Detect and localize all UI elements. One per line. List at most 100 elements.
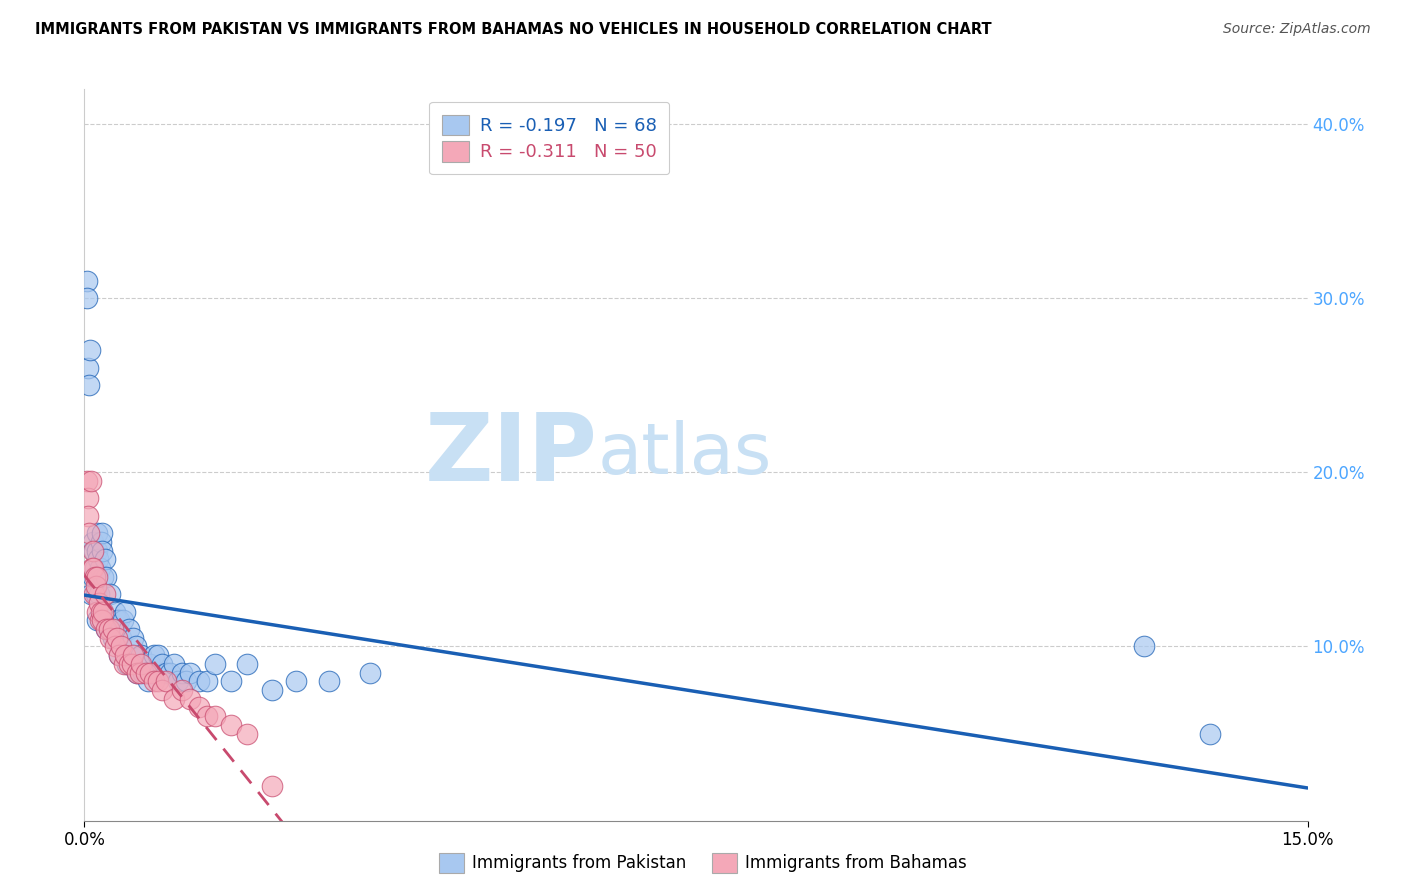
Point <box>163 691 186 706</box>
Point <box>83 587 105 601</box>
Point <box>204 709 226 723</box>
Point <box>187 674 209 689</box>
Point <box>91 570 114 584</box>
Point <box>76 491 98 506</box>
Point <box>101 631 124 645</box>
Point <box>146 648 169 663</box>
Point <box>195 674 218 689</box>
Point <box>260 683 283 698</box>
Point <box>86 570 108 584</box>
Point <box>84 587 107 601</box>
Point <box>122 648 145 663</box>
Point <box>96 622 118 636</box>
Point <box>155 665 177 680</box>
Point <box>285 674 308 689</box>
Point <box>135 665 157 680</box>
Point <box>114 648 136 663</box>
Text: atlas: atlas <box>598 420 772 490</box>
Point <box>112 657 135 671</box>
Point <box>114 605 136 619</box>
Point <box>142 674 165 689</box>
Point <box>100 587 122 601</box>
Point <box>84 561 107 575</box>
Point <box>359 665 381 680</box>
Point <box>172 665 194 680</box>
Point <box>107 613 129 627</box>
Point <box>97 613 120 627</box>
Point <box>86 613 108 627</box>
Point <box>127 665 149 680</box>
Point <box>90 605 112 619</box>
Point <box>179 665 201 680</box>
Point <box>179 691 201 706</box>
Point <box>87 587 110 601</box>
Point <box>219 674 242 689</box>
Point <box>87 552 110 566</box>
Point <box>107 648 129 663</box>
Point <box>111 613 134 627</box>
Point <box>82 535 104 549</box>
Point <box>91 613 114 627</box>
Point <box>121 648 143 663</box>
Point <box>236 657 259 671</box>
Point <box>84 570 107 584</box>
Point <box>76 274 98 288</box>
Point <box>94 570 117 584</box>
Point <box>155 674 177 689</box>
Point <box>135 665 157 680</box>
Point <box>89 613 111 627</box>
Point <box>80 587 103 601</box>
Point <box>96 622 118 636</box>
Point <box>100 622 122 636</box>
Legend: Immigrants from Pakistan, Immigrants from Bahamas: Immigrants from Pakistan, Immigrants fro… <box>433 847 973 880</box>
Point <box>150 683 173 698</box>
Point <box>90 535 112 549</box>
Text: Source: ZipAtlas.com: Source: ZipAtlas.com <box>1223 22 1371 37</box>
Point <box>93 587 115 601</box>
Point <box>76 474 98 488</box>
Point <box>115 657 138 671</box>
Point <box>77 360 100 375</box>
Point <box>93 552 115 566</box>
Point <box>82 570 104 584</box>
Point <box>86 543 108 558</box>
Point <box>82 561 104 575</box>
Point <box>91 526 114 541</box>
Point <box>195 709 218 723</box>
Point <box>105 631 128 645</box>
Point <box>103 640 125 654</box>
Point <box>118 622 141 636</box>
Point <box>132 665 155 680</box>
Point <box>87 596 110 610</box>
Point <box>108 648 131 663</box>
Point <box>77 508 100 523</box>
Point <box>77 378 100 392</box>
Point <box>125 640 148 654</box>
Legend: R = -0.197   N = 68, R = -0.311   N = 50: R = -0.197 N = 68, R = -0.311 N = 50 <box>429 102 669 174</box>
Point <box>318 674 340 689</box>
Point <box>163 657 186 671</box>
Point <box>127 665 149 680</box>
Point <box>86 605 108 619</box>
Point <box>121 657 143 671</box>
Point <box>86 526 108 541</box>
Point <box>146 674 169 689</box>
Point <box>136 674 159 689</box>
Point <box>131 657 153 671</box>
Point <box>142 648 165 663</box>
Point <box>122 631 145 645</box>
Point <box>131 648 153 663</box>
Point <box>204 657 226 671</box>
Point <box>83 543 105 558</box>
Point <box>80 474 103 488</box>
Point <box>128 665 150 680</box>
Point <box>82 543 104 558</box>
Point <box>84 578 107 592</box>
Point <box>167 674 190 689</box>
Point <box>76 291 98 305</box>
Point <box>118 657 141 671</box>
Point <box>89 561 111 575</box>
Point <box>105 613 128 627</box>
Point <box>1198 726 1220 740</box>
Point <box>96 613 118 627</box>
